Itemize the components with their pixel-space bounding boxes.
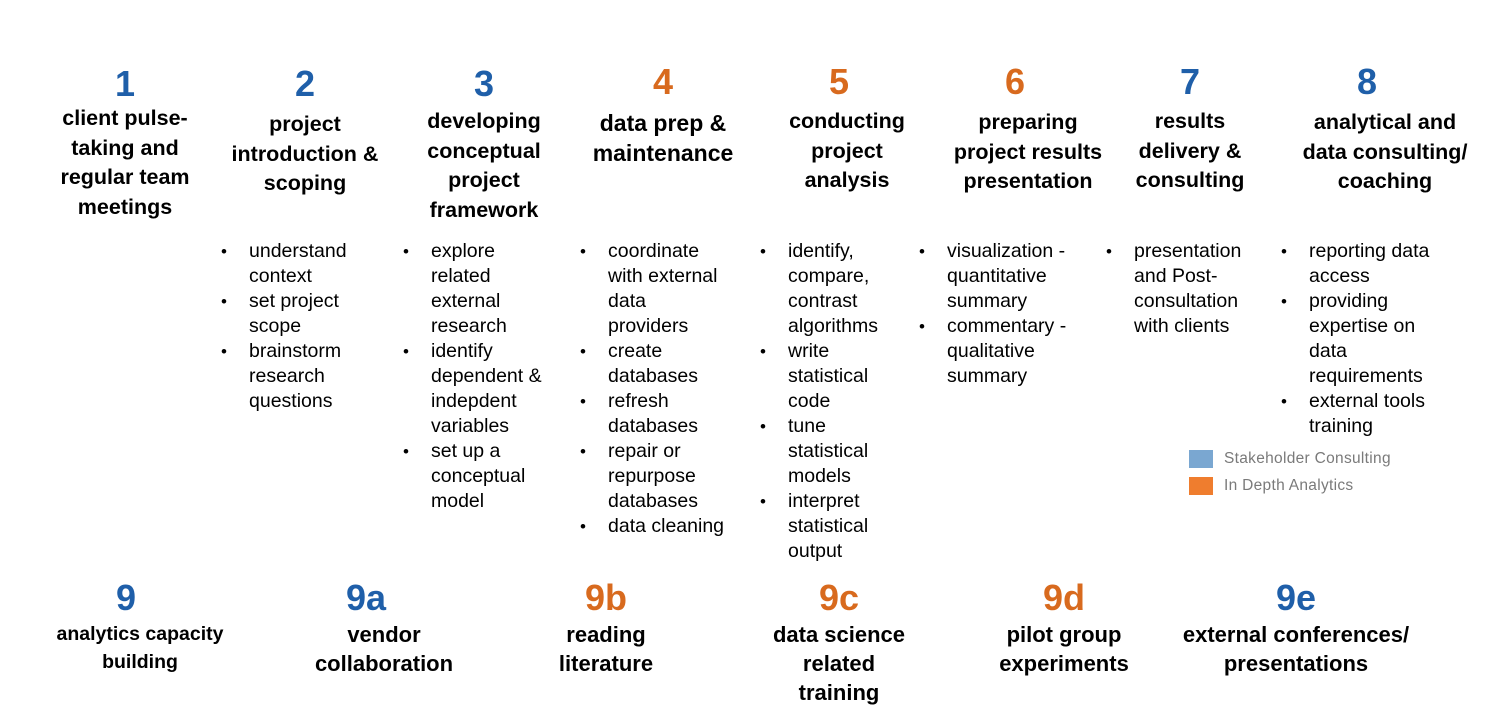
step-number: 9e (1275, 577, 1317, 618)
substep-9e: 9e external conferences/ presentations (1156, 578, 1436, 678)
step-title: reading literature (558, 622, 654, 676)
step-number: 9a (345, 577, 387, 618)
step-title: developing conceptual project framework (427, 109, 541, 222)
step-5: 5 conducting project analysis (772, 62, 922, 196)
step-2: 2 project introduction & scoping (220, 64, 390, 199)
legend: Stakeholder Consulting In Depth Analytic… (1189, 450, 1391, 504)
step-number: 8 (1356, 61, 1378, 102)
step-title: pilot group experiments (999, 622, 1129, 676)
step-title: project introduction & scoping (231, 112, 379, 195)
step-number: 4 (652, 61, 674, 102)
step-title: client pulse- taking and regular team me… (60, 106, 190, 219)
step-title: data science related training (772, 622, 906, 705)
step-number: 1 (114, 63, 136, 104)
substep-9a: 9a vendor collaboration (294, 578, 474, 678)
step-title: analytical and data consulting/ coaching (1302, 110, 1468, 193)
step-title: preparing project results presentation (953, 110, 1103, 193)
step-1: 1 client pulse- taking and regular team … (40, 64, 210, 222)
step-title: results delivery & consulting (1135, 109, 1245, 192)
step-number: 6 (1004, 61, 1026, 102)
step-title: data prep & maintenance (592, 110, 734, 166)
step-4: 4 data prep & maintenance (578, 62, 748, 168)
step-number: 3 (473, 63, 495, 104)
substep-9c: 9c data science related training (754, 578, 924, 707)
step-3: 3 developing conceptual project framewor… (404, 64, 564, 225)
step-number: 5 (828, 61, 850, 102)
step-title: external conferences/ presentations (1182, 622, 1410, 676)
step-number: 9b (584, 577, 627, 618)
legend-label: In Depth Analytics (1224, 477, 1354, 494)
step-number: 9d (1042, 577, 1085, 618)
legend-swatch-orange (1189, 477, 1213, 495)
step-7: 7 results delivery & consulting (1120, 62, 1260, 196)
step-number: 9 (115, 577, 137, 618)
substep-9d: 9d pilot group experiments (979, 578, 1149, 678)
step-title: analytics capacity building (56, 623, 224, 673)
legend-label: Stakeholder Consulting (1224, 450, 1391, 467)
step-8: 8 analytical and data consulting/ coachi… (1290, 62, 1480, 197)
step-title: vendor collaboration (314, 622, 454, 676)
substep-9b: 9b reading literature (536, 578, 676, 678)
legend-item-stakeholder-consulting: Stakeholder Consulting (1189, 450, 1391, 468)
legend-item-in-depth-analytics: In Depth Analytics (1189, 477, 1391, 495)
list-item: data cleaning (580, 514, 724, 539)
step-6: 6 preparing project results presentation (940, 62, 1116, 197)
substep-9: 9 analytics capacity building (40, 578, 240, 676)
step-number: 9c (818, 577, 860, 618)
step-title: conducting project analysis (789, 109, 905, 192)
step-number: 7 (1179, 61, 1201, 102)
step-number: 2 (294, 63, 316, 104)
legend-swatch-blue (1189, 450, 1213, 468)
